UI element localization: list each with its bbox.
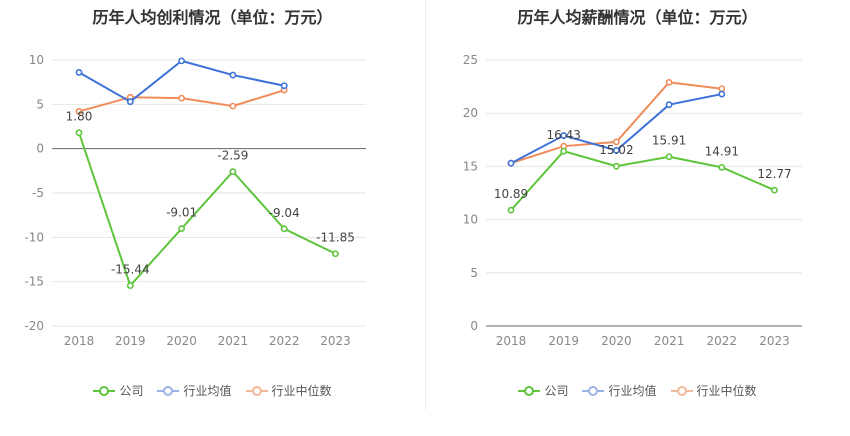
chart-panel-profit: 历年人均创利情况（单位：万元） 10 5 0 -5 -10 -15 -20 2018 2019 2… — [0, 8, 425, 399]
data-point — [280, 225, 288, 233]
data-label: 14.91 — [705, 144, 739, 158]
data-point — [665, 101, 673, 109]
legend-marker-icon — [93, 384, 116, 398]
legend-marker-icon — [582, 384, 605, 398]
legend-item-industry-median[interactable]: 行业中位数 — [245, 382, 332, 399]
chart-panel-salary: 历年人均薪酬情况（单位：万元） 25 20 15 10 5 0 2018 2019 2020 20… — [425, 0, 850, 436]
data-point — [229, 71, 237, 79]
x-tick-label: 2022 — [269, 334, 300, 348]
y-tick-label: 15 — [463, 159, 478, 173]
y-tick-label: 25 — [463, 53, 478, 67]
data-point — [75, 108, 83, 115]
data-point — [75, 69, 83, 76]
x-tick-label: 2020 — [601, 334, 632, 348]
y-tick-label: -15 — [24, 275, 44, 289]
data-point — [612, 147, 620, 154]
data-label: -11.85 — [316, 231, 355, 245]
x-tick-label: 2022 — [707, 334, 738, 348]
legend-label: 行业均值 — [608, 384, 657, 398]
data-point — [665, 153, 673, 161]
legend-label: 行业中位数 — [696, 384, 757, 398]
chart-legend: 公司 行业均值 行业中位数 — [0, 382, 425, 399]
data-label: -15.44 — [111, 263, 150, 277]
data-point — [126, 282, 134, 289]
y-tick-label: 10 — [463, 213, 478, 227]
y-tick-label: 5 — [36, 97, 44, 111]
chart-title: 历年人均薪酬情况（单位：万元） — [517, 8, 758, 27]
y-tick-label: 20 — [463, 106, 478, 120]
data-label: 12.77 — [757, 167, 791, 181]
x-tick-label: 2018 — [64, 334, 95, 348]
data-label: -9.01 — [166, 206, 197, 220]
legend-marker-icon — [670, 384, 693, 398]
x-tick-label: 2021 — [654, 334, 685, 348]
data-label: 1.80 — [66, 110, 93, 124]
data-point — [718, 163, 726, 171]
data-point — [560, 132, 568, 139]
data-point — [665, 78, 673, 86]
data-label: -2.59 — [217, 149, 248, 163]
data-point — [178, 57, 185, 65]
y-tick-label: 5 — [470, 266, 478, 280]
data-point — [178, 225, 185, 232]
data-label: 15.91 — [652, 134, 686, 148]
data-label: 15.02 — [599, 143, 633, 157]
y-tick-label: -10 — [24, 230, 44, 244]
data-label: -9.04 — [269, 206, 300, 220]
x-tick-label: 2019 — [115, 334, 146, 348]
x-tick-label: 2023 — [320, 334, 351, 348]
legend-label: 行业均值 — [183, 384, 232, 398]
chart-title: 历年人均创利情况（单位：万元） — [92, 8, 333, 27]
data-label: 16.43 — [547, 128, 581, 142]
data-point — [126, 98, 134, 106]
data-point — [178, 94, 185, 102]
x-tick-label: 2020 — [166, 334, 197, 348]
data-point — [507, 206, 515, 214]
x-tick-label: 2019 — [548, 334, 579, 348]
series-line — [510, 150, 775, 211]
data-point — [771, 186, 778, 194]
y-tick-label: 0 — [470, 319, 478, 333]
data-point — [612, 138, 620, 146]
data-point — [75, 129, 83, 137]
legend-item-industry-median[interactable]: 行业中位数 — [670, 382, 757, 399]
data-point — [612, 162, 620, 170]
data-point — [332, 250, 339, 258]
legend-label: 公司 — [544, 384, 569, 398]
legend-item-industry-avg[interactable]: 行业均值 — [157, 382, 232, 399]
salary-line-chart: 25 20 15 10 5 0 2018 2019 2020 2021 2022 2023 10.89 1… — [463, 53, 802, 348]
legend-marker-icon — [245, 384, 268, 398]
data-point — [280, 82, 288, 90]
y-tick-label: 10 — [29, 53, 44, 67]
data-point — [718, 90, 726, 98]
y-tick-label: -5 — [32, 186, 44, 200]
x-tick-label: 2021 — [218, 334, 249, 348]
data-point — [560, 147, 568, 155]
legend-marker-icon — [518, 384, 541, 398]
x-tick-label: 2018 — [496, 334, 527, 348]
panel-divider — [425, 0, 426, 410]
legend-item-company[interactable]: 公司 — [93, 382, 143, 399]
legend-item-industry-avg[interactable]: 行业均值 — [582, 382, 657, 399]
profit-line-chart: 10 5 0 -5 -10 -15 -20 2018 2019 2020 2021 2022 2023 1… — [24, 53, 366, 348]
y-tick-label: -20 — [24, 319, 44, 333]
chart-legend: 公司 行业均值 行业中位数 — [425, 382, 850, 399]
legend-marker-icon — [157, 384, 180, 398]
legend-label: 公司 — [119, 384, 144, 398]
data-label: 10.89 — [494, 187, 528, 201]
data-point — [718, 85, 726, 93]
x-tick-label: 2023 — [759, 334, 790, 348]
y-tick-label: 0 — [36, 142, 44, 156]
data-point — [229, 102, 237, 110]
legend-label: 行业中位数 — [271, 384, 332, 398]
series-line — [78, 132, 336, 288]
data-point — [229, 168, 237, 176]
legend-item-company[interactable]: 公司 — [518, 382, 568, 399]
data-point — [507, 159, 515, 167]
